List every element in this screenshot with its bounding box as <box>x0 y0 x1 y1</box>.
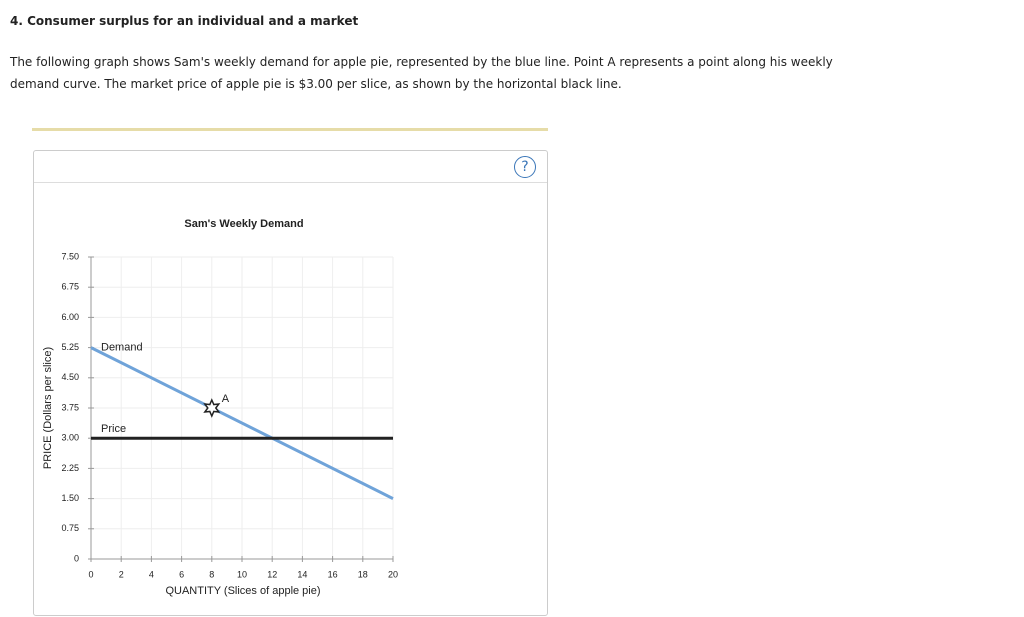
help-button[interactable]: ? <box>514 156 536 178</box>
x-tick-label: 4 <box>149 569 154 579</box>
chart-title: Sam's Weekly Demand <box>184 218 303 230</box>
x-tick-label: 18 <box>358 569 368 579</box>
y-tick-label: 5.25 <box>61 342 79 352</box>
x-tick-label: 8 <box>209 569 214 579</box>
point-label: A <box>222 393 230 405</box>
y-axis-label: PRICE (Dollars per slice) <box>42 347 54 469</box>
divider <box>32 128 548 131</box>
point-marker <box>203 398 221 418</box>
y-tick-label: 6.75 <box>61 282 79 292</box>
y-tick-label: 0.75 <box>61 523 79 533</box>
x-tick-label: 12 <box>267 569 277 579</box>
x-tick-label: 14 <box>297 569 307 579</box>
series-label: Demand <box>101 342 143 354</box>
series-line <box>90 346 394 500</box>
x-tick-label: 10 <box>237 569 247 579</box>
y-tick-label: 1.50 <box>61 493 79 503</box>
y-tick-label: 4.50 <box>61 372 79 382</box>
x-tick-label: 6 <box>179 569 184 579</box>
x-tick-label: 0 <box>88 569 93 579</box>
y-tick-label: 7.50 <box>61 251 79 261</box>
y-tick-label: 3.75 <box>61 402 79 412</box>
panel-separator <box>34 182 547 183</box>
y-tick-label: 3.00 <box>61 433 79 443</box>
y-tick-label: 6.00 <box>61 312 79 322</box>
y-tick-label: 2.25 <box>61 463 79 473</box>
question-text: The following graph shows Sam's weekly d… <box>10 55 833 91</box>
y-tick-label: 0 <box>74 553 79 563</box>
question-title: 4. Consumer surplus for an individual an… <box>10 14 359 28</box>
x-tick-label: 16 <box>328 569 338 579</box>
x-axis-label: QUANTITY (Slices of apple pie) <box>165 585 320 597</box>
graph-panel: ? <box>33 150 548 616</box>
series-label: Price <box>101 423 126 435</box>
x-tick-label: 2 <box>119 569 124 579</box>
x-tick-label: 20 <box>388 569 398 579</box>
